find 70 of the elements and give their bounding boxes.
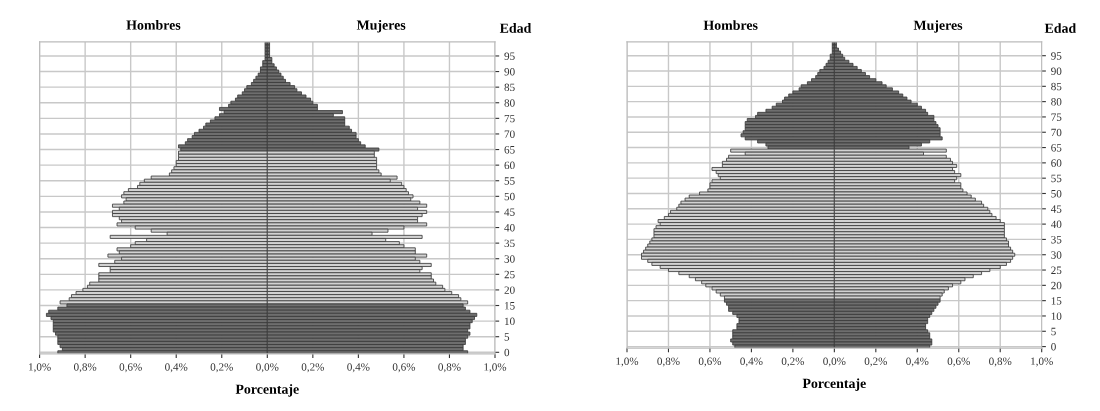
y-tick-label: 60	[1051, 159, 1062, 167]
x-tick-label: 0,2%	[864, 357, 888, 367]
x-tick-label: 0,8%	[989, 357, 1012, 367]
y-tick-label: 20	[1051, 281, 1062, 290]
x-tick-label: 0,6%	[947, 357, 970, 367]
x-tick-label: 1,0%	[484, 363, 507, 373]
y-axis-title: Edad	[1044, 23, 1077, 33]
x-tick-label: 1,0%	[616, 357, 639, 367]
y-tick-label: 40	[1050, 220, 1062, 229]
y-tick-label: 55	[504, 177, 515, 185]
y-tick-label: 45	[1050, 205, 1062, 213]
x-axis-title: Porcentaje	[235, 384, 299, 397]
y-tick-label: 55	[1051, 174, 1062, 183]
y-tick-label: 25	[1051, 266, 1062, 274]
y-tick-label: 15	[505, 302, 515, 310]
y-tick-label: 35	[504, 239, 515, 248]
y-tick-label: 95	[504, 52, 515, 60]
y-axis-title: Edad	[499, 23, 532, 33]
y-tick-label: 20	[504, 286, 515, 294]
x-tick-label: 0,2%	[781, 357, 805, 367]
x-tick-label: 0,8%	[73, 363, 97, 373]
y-tick-label: 15	[1051, 297, 1062, 305]
y-tick-label: 10	[1051, 312, 1062, 320]
y-tick-label: 75	[504, 114, 515, 123]
x-tick-label: 0,8%	[438, 363, 461, 373]
x-tick-label: 0,4%	[740, 357, 763, 367]
y-tick-label: 5	[504, 333, 510, 341]
x-tick-label: 0,2%	[210, 363, 233, 373]
x-tick-label: 0,0%	[823, 357, 846, 367]
y-tick-label: 45	[504, 208, 515, 216]
y-tick-label: 0	[1051, 343, 1056, 351]
y-tick-label: 0	[504, 348, 510, 357]
y-tick-label: 65	[1051, 144, 1062, 152]
y-tick-label: 85	[504, 83, 515, 92]
x-axis-title: Porcentaje	[802, 378, 866, 391]
x-tick-label: 0,6%	[392, 363, 416, 373]
text: Mujeres	[913, 20, 963, 33]
x-tick-label: 0,4%	[906, 357, 929, 367]
y-tick-label: 35	[1051, 235, 1062, 244]
x-tick-label: 0,4%	[165, 363, 188, 373]
y-tick-label: 75	[1051, 113, 1062, 121]
y-tick-label: 85	[1051, 82, 1062, 91]
y-tick-label: 60	[504, 161, 515, 170]
x-tick-label: 0,6%	[119, 363, 142, 373]
text: Hombres	[126, 19, 181, 30]
x-tick-label: 0,6%	[698, 357, 722, 367]
text: Mujeres	[356, 19, 406, 33]
y-tick-label: 50	[504, 192, 515, 201]
y-tick-label: 70	[1051, 128, 1062, 137]
y-tick-label: 80	[504, 99, 515, 107]
text: Hombres	[703, 20, 758, 30]
y-tick-label: 50	[1051, 189, 1062, 198]
y-tick-label: 65	[504, 146, 515, 154]
x-tick-label: 0,8%	[657, 357, 680, 367]
x-tick-label: 1,0%	[1031, 357, 1053, 367]
y-tick-label: 5	[1051, 327, 1056, 336]
x-tick-label: 1,0%	[29, 363, 51, 373]
y-tick-label: 70	[504, 130, 515, 138]
y-tick-label: 25	[504, 270, 515, 279]
y-tick-label: 40	[504, 224, 515, 232]
y-tick-label: 30	[504, 255, 515, 263]
y-tick-label: 80	[1051, 98, 1062, 106]
y-tick-label: 10	[505, 317, 515, 326]
y-tick-label: 90	[1051, 67, 1062, 75]
x-tick-label: 0,2%	[301, 363, 325, 373]
x-tick-label: 0,0%	[256, 363, 279, 373]
y-tick-label: 90	[504, 68, 515, 76]
y-tick-label: 30	[1051, 251, 1062, 259]
y-tick-label: 95	[1051, 52, 1062, 60]
x-tick-label: 0,4%	[347, 363, 370, 373]
